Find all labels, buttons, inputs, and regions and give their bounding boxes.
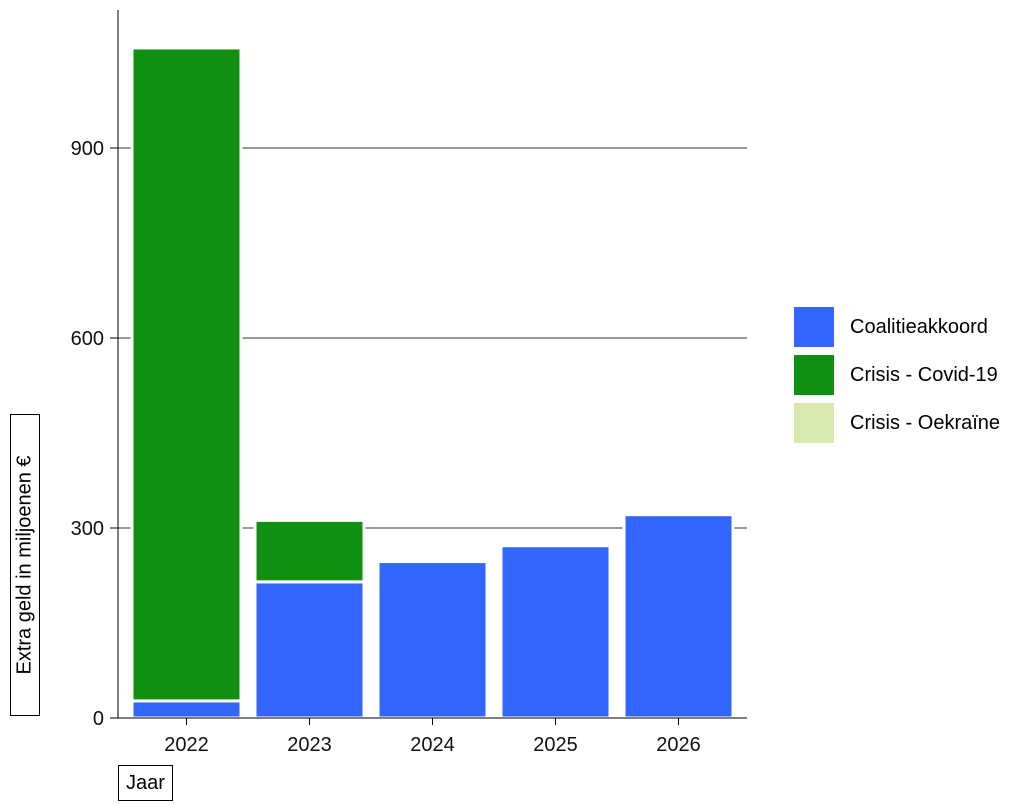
legend-swatch-oekraine: [794, 403, 834, 443]
x-tick-label-2025: 2025: [533, 734, 578, 756]
y-axis-label: Extra geld in miljoenen €: [13, 455, 36, 675]
bar-2025-series-0: [499, 544, 612, 720]
y-tick-label-600: 600: [71, 328, 104, 350]
y-axis-label-box: Extra geld in miljoenen €: [10, 414, 40, 716]
legend: Coalitieakkoord Crisis - Covid-19 Crisis…: [794, 304, 1000, 448]
bar-2026-series-0: [622, 513, 735, 720]
bar-2022-series-1: [130, 46, 243, 703]
legend-label-covid: Crisis - Covid-19: [850, 363, 998, 386]
x-tick-label-2026: 2026: [656, 734, 701, 756]
x-tick-label-2024: 2024: [410, 734, 455, 756]
bar-2023-series-1: [253, 518, 366, 584]
legend-swatch-covid: [794, 355, 834, 395]
x-axis-label: Jaar: [118, 765, 173, 801]
bar-2023-series-0: [253, 580, 366, 720]
bars: [130, 46, 735, 720]
bar-2022-series-0: [130, 699, 243, 720]
y-tick-label-900: 900: [71, 138, 104, 160]
y-tick-label-300: 300: [71, 518, 104, 540]
legend-item-covid: Crisis - Covid-19: [794, 352, 1000, 398]
x-tick-label-2023: 2023: [287, 734, 332, 756]
bar-2024-series-0: [376, 560, 489, 720]
legend-label-coalitieakkoord: Coalitieakkoord: [850, 315, 988, 338]
x-tick-label-2022: 2022: [164, 734, 209, 756]
tick-labels: 0 300 600 900 2022 2023 2024 2025 2026: [71, 138, 701, 756]
y-tick-label-0: 0: [93, 708, 104, 730]
legend-label-oekraine: Crisis - Oekraïne: [850, 411, 1001, 434]
legend-swatch-coalitieakkoord: [794, 307, 834, 347]
legend-item-oekraine: Crisis - Oekraïne: [794, 400, 1000, 446]
legend-item-coalitieakkoord: Coalitieakkoord: [794, 304, 1000, 350]
